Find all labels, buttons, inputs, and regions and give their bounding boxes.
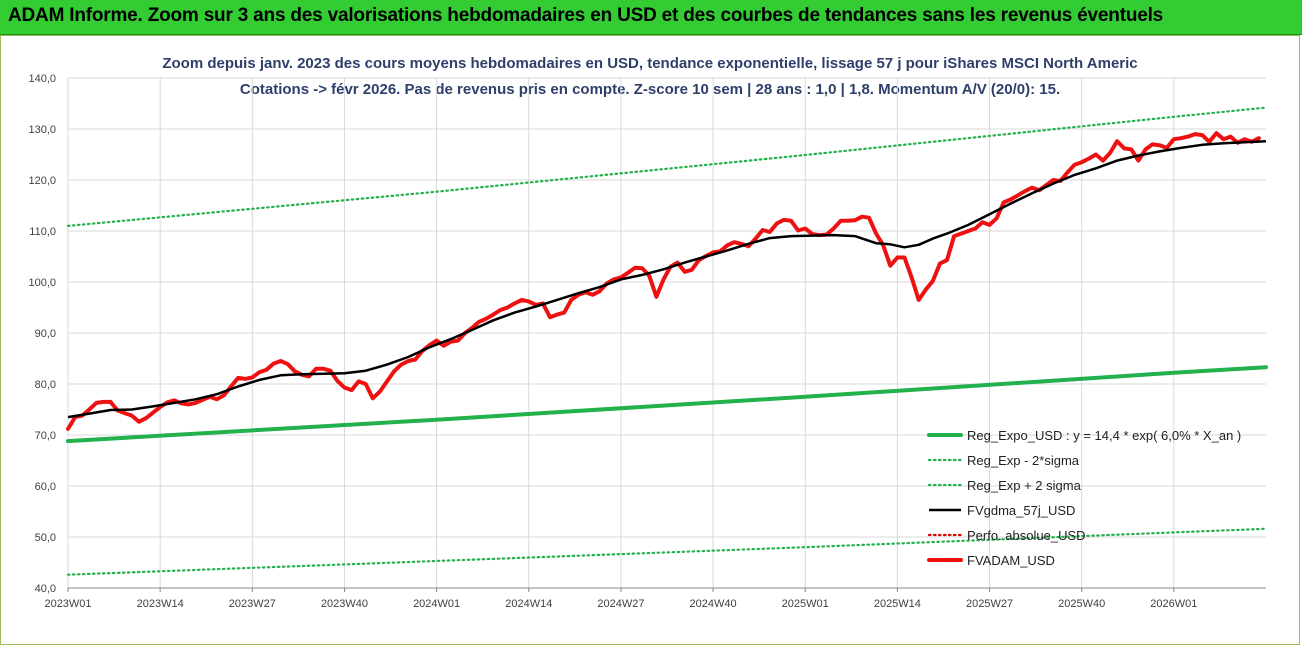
x-tick-label-12: 2026W01: [1150, 598, 1197, 610]
title-banner: ADAM Informe. Zoom sur 3 ans des valoris…: [0, 0, 1302, 35]
series-line-2: [66, 106, 1268, 227]
x-tick-label-5: 2024W14: [505, 598, 552, 610]
y-tick-label-7: 110,0: [29, 226, 56, 238]
banner-title: ADAM Informe. Zoom sur 3 ans des valoris…: [8, 5, 1164, 26]
legend: Reg_Expo_USD : y = 14,4 * exp( 6,0% * X_…: [927, 428, 1241, 568]
x-tick-label-3: 2023W40: [321, 598, 368, 610]
x-tick-label-11: 2025W40: [1058, 598, 1105, 610]
y-tick-label-10: 140,0: [28, 73, 56, 85]
series-line-0: [66, 365, 1268, 444]
x-tick-label-10: 2025W27: [966, 598, 1013, 610]
chart-title-line-1: Zoom depuis janv. 2023 des cours moyens …: [162, 55, 1137, 72]
x-tick-label-8: 2025W01: [782, 598, 829, 610]
y-tick-label-8: 120,0: [28, 175, 56, 187]
chart-title-line-2: Cotations -> févr 2026. Pas de revenus p…: [240, 81, 1060, 98]
legend-label-0: Reg_Expo_USD : y = 14,4 * exp( 6,0% * X_…: [967, 428, 1241, 443]
series-line-1: [66, 527, 1268, 576]
x-tick-label-4: 2024W01: [413, 598, 460, 610]
legend-label-4: Perfo. absolue_USD: [967, 528, 1086, 543]
y-tick-label-1: 50,0: [35, 532, 56, 544]
grid-lines: [67, 77, 1266, 589]
y-tick-label-6: 100,0: [28, 277, 56, 289]
legend-label-1: Reg_Exp - 2*sigma: [967, 453, 1080, 468]
y-tick-label-3: 70,0: [35, 430, 56, 442]
x-tick-label-7: 2024W40: [690, 598, 737, 610]
line-chart: Zoom depuis janv. 2023 des cours moyens …: [28, 55, 1268, 610]
y-axis-ticks: 40,0 50,0 60,0 70,0 80,0 90,0 100,0 110,0 120,0 1…: [28, 73, 56, 595]
y-tick-label-4: 80,0: [35, 379, 56, 391]
chart-frame: Zoom depuis janv. 2023 des cours moyens …: [0, 35, 1300, 645]
legend-label-3: FVgdma_57j_USD: [967, 503, 1075, 518]
y-tick-label-0: 40,0: [35, 583, 56, 595]
x-axis-ticks: 2023W01 2023W14 2023W27 2023W40 2024W01 2024W…: [44, 588, 1197, 610]
legend-label-5: FVADAM_USD: [967, 553, 1055, 568]
series-group: [66, 106, 1268, 576]
y-tick-label-2: 60,0: [35, 481, 56, 493]
y-tick-label-9: 130,0: [28, 124, 56, 136]
x-tick-label-1: 2023W14: [137, 598, 184, 610]
x-tick-label-6: 2024W27: [597, 598, 644, 610]
y-tick-label-5: 90,0: [35, 328, 56, 340]
series-line-3: [67, 139, 1267, 419]
x-tick-label-2: 2023W27: [229, 598, 276, 610]
x-tick-label-0: 2023W01: [44, 598, 91, 610]
x-tick-label-9: 2025W14: [874, 598, 921, 610]
legend-label-2: Reg_Exp + 2 sigma: [967, 478, 1082, 493]
